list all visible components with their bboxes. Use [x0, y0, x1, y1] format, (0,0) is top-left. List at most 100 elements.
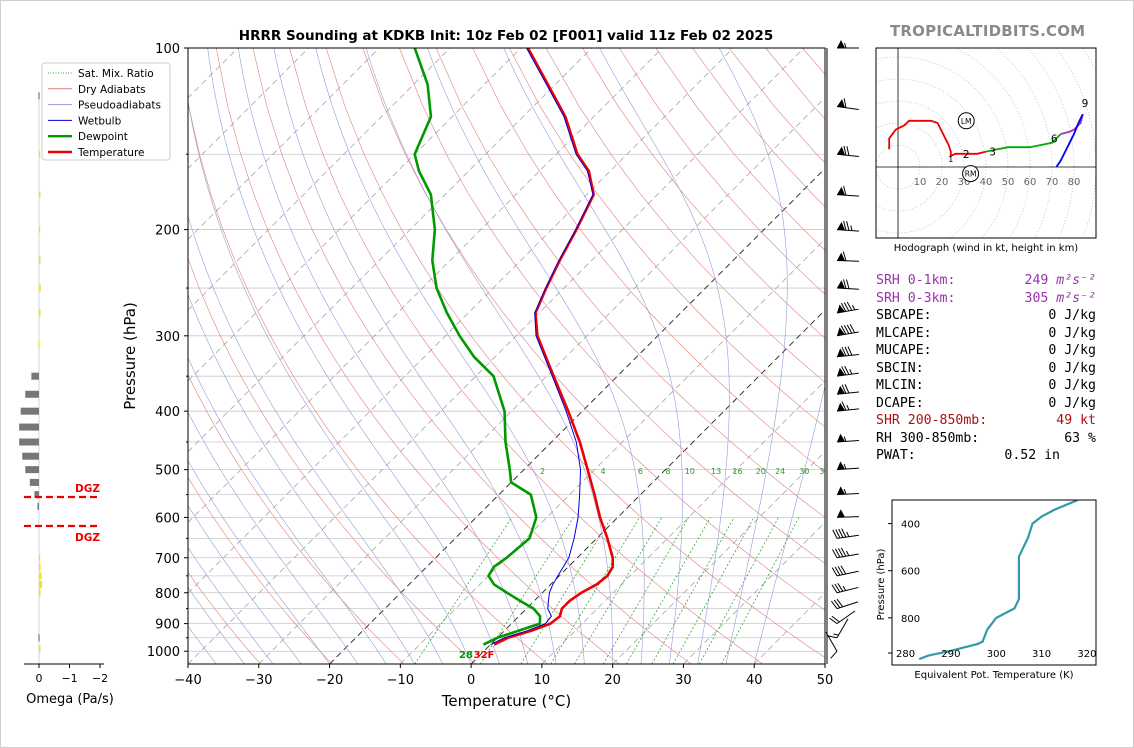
stat-label: MUCAPE: — [876, 343, 932, 358]
pseudoadiabat-line — [503, 48, 683, 664]
barb-flag — [837, 40, 845, 48]
y-tick-label: 800 — [155, 587, 180, 602]
barb-full — [834, 583, 841, 593]
x-tick-label: 20 — [604, 673, 621, 688]
mixing-ratio-label: 2 — [540, 467, 545, 476]
omega-bar — [39, 645, 41, 653]
wind-barb-shaft — [831, 583, 859, 594]
barb-full — [846, 324, 853, 334]
barb-full — [846, 301, 853, 311]
isotherm-line — [188, 48, 309, 170]
wind-barb — [837, 40, 859, 49]
wind-barb — [825, 631, 838, 659]
srh-unit: m²s⁻² — [1048, 290, 1096, 306]
theta-e-x-tick-label: 290 — [941, 649, 960, 660]
barb-flag — [837, 221, 845, 231]
dry-adiabat-line — [188, 571, 261, 664]
theta-e-y-tick-label: 600 — [901, 567, 920, 578]
barb-staff — [836, 105, 859, 111]
barb-flag — [837, 486, 845, 495]
omega-bar — [39, 256, 41, 264]
x-tick-label: 50 — [817, 673, 834, 688]
dry-adiabat-line — [545, 48, 825, 383]
isotherm-line — [188, 48, 380, 240]
wind-barb-shaft — [836, 346, 859, 358]
stat-value: 0 J/kg — [1048, 308, 1096, 323]
mixing-ratio-line — [574, 517, 663, 664]
barb-full — [836, 598, 844, 608]
hodograph-ring-label: 50 — [1002, 177, 1015, 188]
isotherm-line — [188, 48, 734, 594]
stat-label: SHR 200-850mb: — [876, 413, 988, 428]
theta-e-x-axis-label: Equivalent Pot. Temperature (K) — [914, 670, 1073, 681]
barb-half — [843, 489, 847, 495]
barb-full — [833, 599, 841, 609]
stat-row: SHR 200-850mb: 49 kt — [876, 412, 1096, 430]
stat-row: SBCAPE: 0 J/kg — [876, 307, 1096, 325]
hodograph-trace — [1055, 113, 1084, 168]
wind-barb — [836, 98, 859, 111]
wind-barb — [836, 279, 859, 290]
wind-barb-shaft — [830, 598, 859, 610]
pseudoadiabat-line — [207, 48, 500, 664]
dry-adiabat-line — [435, 48, 825, 518]
barb-flag — [837, 146, 845, 156]
barb-half — [851, 304, 856, 311]
wind-barb — [836, 433, 859, 443]
barb-full — [837, 583, 844, 592]
hodograph-frame — [875, 47, 1097, 239]
pseudoadiabat-line — [188, 411, 359, 664]
site-watermark: TROPICALTIDBITS.COM — [890, 22, 1086, 40]
barb-staff — [836, 467, 859, 471]
wind-barb — [836, 365, 859, 377]
wind-barb-shaft — [829, 610, 856, 625]
x-tick-label: −20 — [316, 673, 343, 688]
omega-bar — [39, 589, 41, 597]
barb-full — [843, 185, 847, 196]
barb-full — [841, 401, 847, 411]
theta-e-x-tick-label: 320 — [1077, 649, 1096, 660]
barb-full — [831, 567, 838, 577]
barb-full — [846, 221, 850, 231]
barb-full — [840, 565, 847, 575]
barb-full — [841, 366, 847, 376]
mixing-ratio-label: 36 — [819, 467, 829, 476]
mixing-ratio-label: 10 — [685, 467, 695, 476]
barb-staff — [836, 372, 859, 377]
stat-value: 0 J/kg — [1048, 325, 1096, 341]
x-tick-label: 10 — [534, 673, 551, 688]
hodograph-height-label: 9 — [1082, 98, 1089, 110]
pseudoadiabat-line — [188, 546, 274, 664]
wind-barb-shaft — [836, 98, 859, 111]
theta-e-x-tick-label: 280 — [896, 649, 915, 660]
wind-barb-shaft — [836, 461, 859, 471]
isotherm-line — [0, 48, 25, 664]
wind-barb — [836, 301, 859, 314]
barb-full — [845, 279, 850, 289]
wind-barb-shaft — [836, 279, 859, 290]
legend-entry: Dewpoint — [78, 131, 128, 143]
legend-entry: Pseudoadiabats — [78, 100, 161, 112]
stat-label: SBCAPE: — [876, 308, 932, 323]
y-tick-label: 600 — [155, 511, 180, 526]
theta-e-trace — [918, 500, 1079, 661]
wind-barb-shaft — [831, 565, 859, 577]
omega-bar — [39, 572, 42, 580]
hodograph-trace — [985, 133, 1062, 153]
x-tick-label: −30 — [245, 673, 272, 688]
wind-barb-shaft — [836, 384, 859, 395]
barb-full — [832, 529, 838, 539]
pseudoadiabat-line — [188, 293, 415, 664]
profile-temperature — [493, 48, 615, 646]
dry-adiabat-line — [188, 257, 476, 664]
barb-full — [849, 324, 856, 333]
pseudoadiabat-line — [718, 48, 788, 664]
barb-staff — [836, 259, 860, 262]
hodograph-height-label: 3 — [989, 147, 996, 159]
stat-value: 0 J/kg — [1048, 343, 1096, 358]
stat-label: RH 300-850mb: — [876, 430, 980, 446]
omega-bar — [39, 309, 41, 317]
omega-bar — [29, 478, 39, 486]
omega-bar — [25, 466, 39, 474]
storm-motion-label: RM — [965, 170, 977, 179]
